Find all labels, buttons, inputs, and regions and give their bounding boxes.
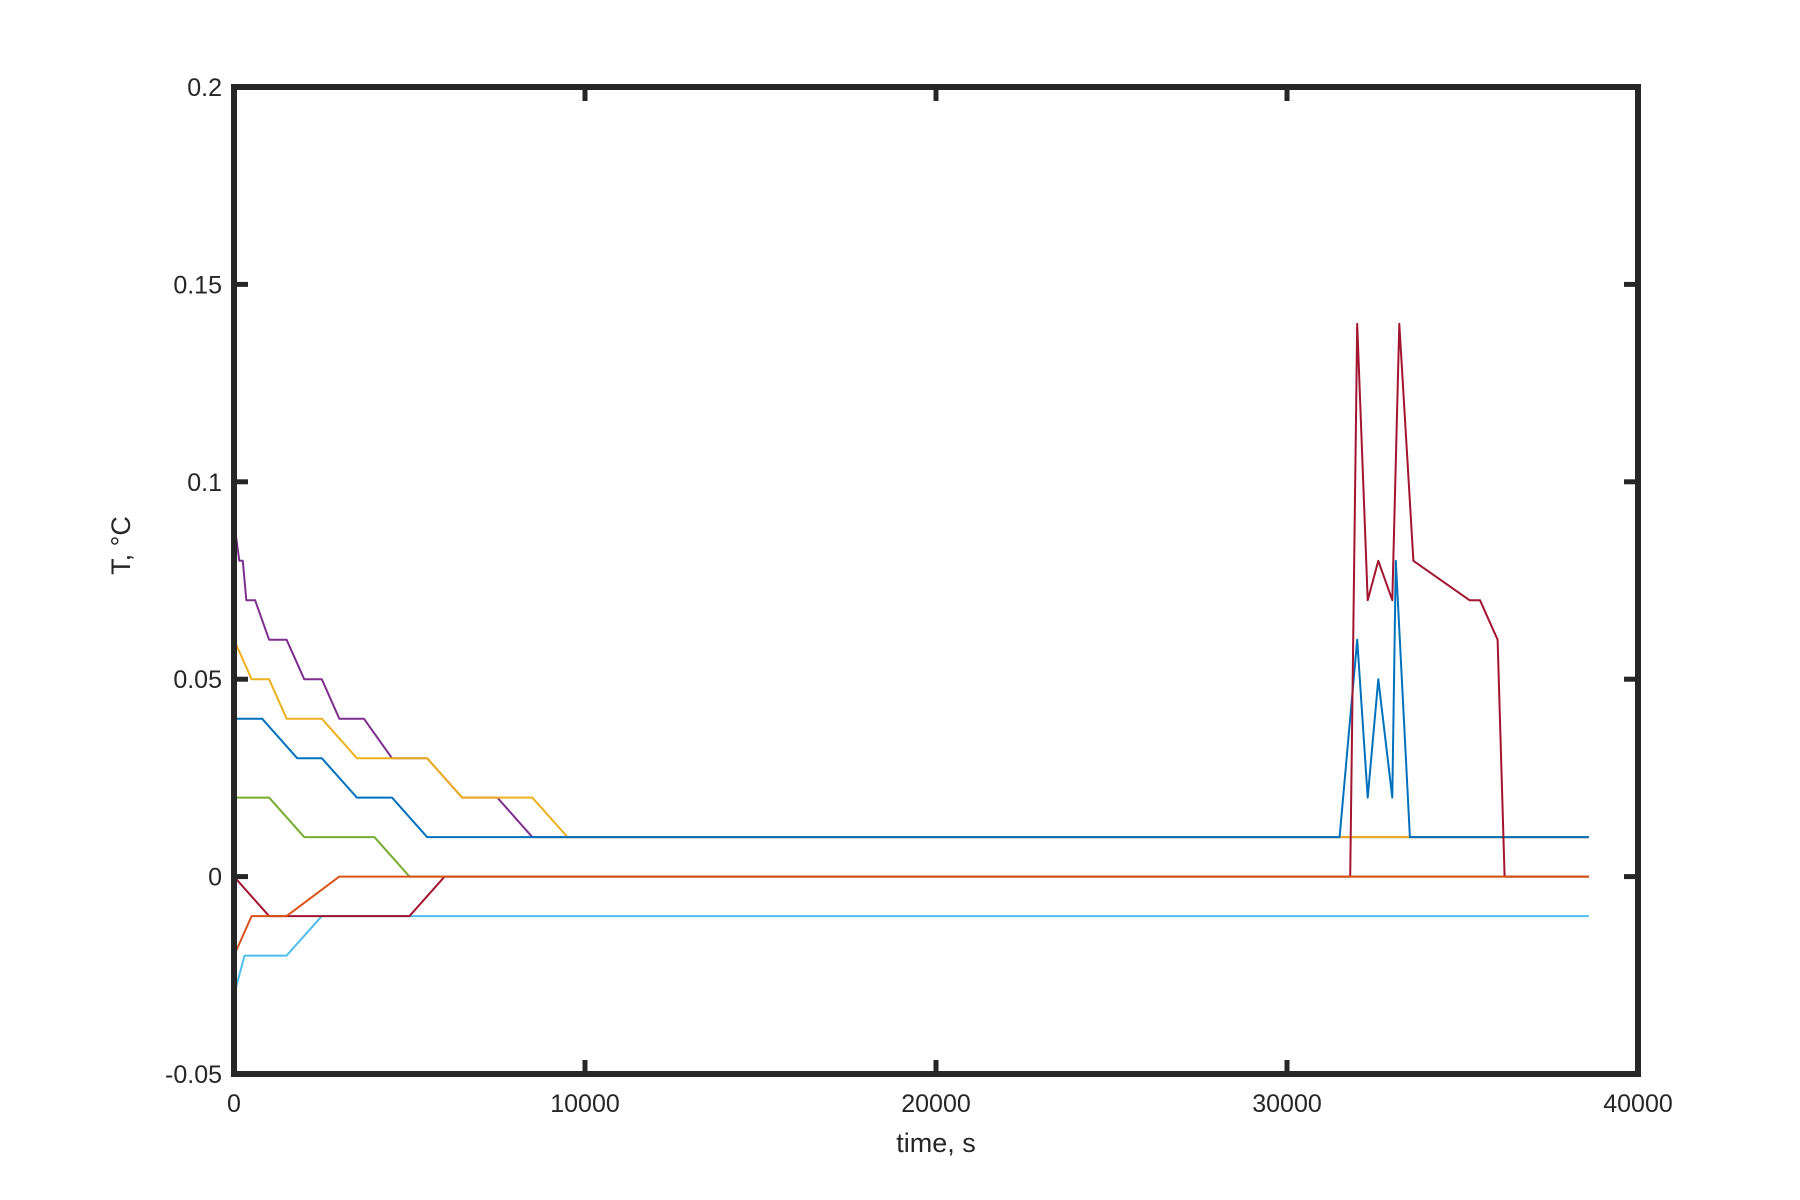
x-tick-label: 20000 bbox=[901, 1090, 971, 1118]
y-tick-label: 0.05 bbox=[173, 666, 222, 694]
series-line-3 bbox=[234, 559, 1589, 839]
y-tick-label: -0.05 bbox=[165, 1061, 222, 1089]
y-tick-label: 0.1 bbox=[187, 469, 222, 497]
axes-frame bbox=[231, 84, 1641, 1077]
y-tick-label: 0.2 bbox=[187, 74, 222, 102]
y-axis-label: T, °C bbox=[106, 516, 136, 575]
series-line-4 bbox=[233, 915, 1589, 996]
series-line-7 bbox=[233, 875, 1589, 957]
y-tick-label: 0 bbox=[208, 864, 222, 892]
x-tick-label: 30000 bbox=[1252, 1090, 1322, 1118]
x-axis-label: time, s bbox=[896, 1128, 976, 1158]
y-tick-label: 0.15 bbox=[173, 271, 222, 299]
x-tick-label: 40000 bbox=[1603, 1090, 1673, 1118]
ticks-group: 0 10000 20000 30000 40000-0.0500.050.10.150.… bbox=[165, 74, 1673, 1118]
series-group bbox=[233, 322, 1589, 996]
x-tick-label: 10000 bbox=[550, 1090, 620, 1118]
x-tick-label: 0 bbox=[227, 1090, 241, 1118]
